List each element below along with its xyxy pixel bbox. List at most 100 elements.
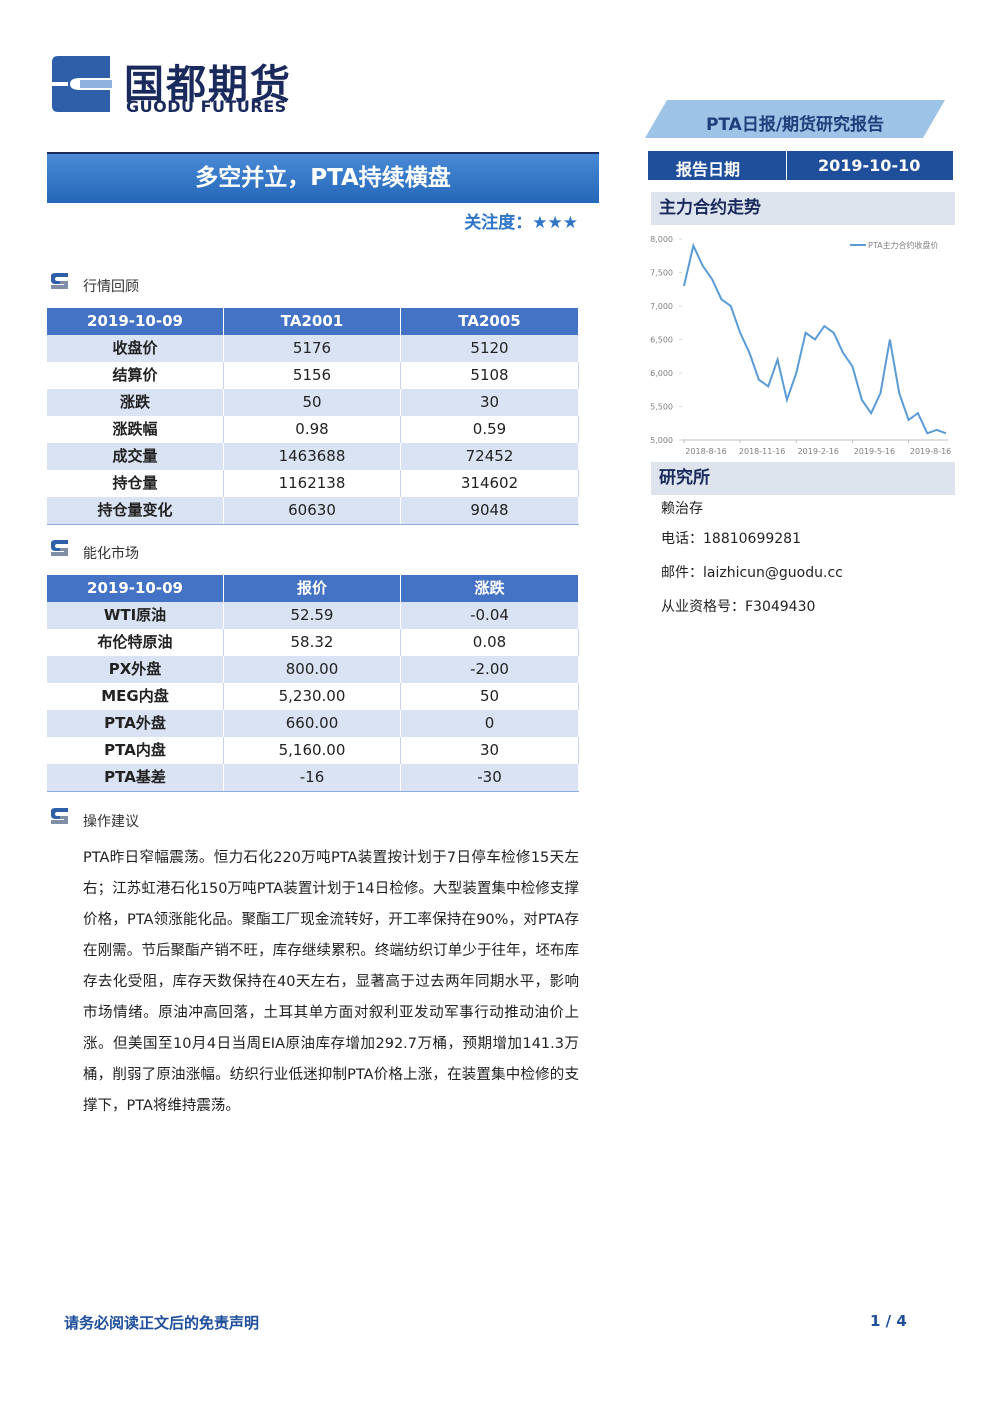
table-cell: 5120: [401, 335, 579, 362]
y-tick-label: 5,500: [650, 403, 673, 412]
table-cell: 0: [401, 710, 579, 737]
date-bar: 报告日期 2019-10-10: [648, 151, 953, 180]
table-row: WTI原油 52.59 -0.04: [47, 602, 579, 629]
table-row: MEG内盘 5,230.00 50: [47, 683, 579, 710]
table-cell: 5,230.00: [224, 683, 401, 710]
contact-line: 从业资格号：F3049430: [661, 599, 816, 615]
attention: 关注度：★★★: [464, 213, 578, 233]
table-cell: 72452: [401, 443, 579, 470]
table-row: 涨跌幅 0.98 0.59: [47, 416, 579, 443]
table-row: 持仓量 1162138 314602: [47, 470, 579, 497]
table-cell: 持仓量变化: [47, 497, 224, 524]
header-cell: TA2001: [224, 308, 401, 335]
table-cell: PTA内盘: [47, 737, 224, 764]
table-row: PTA基差 -16 -30: [47, 764, 579, 791]
section-icon: [48, 807, 70, 825]
table-cell: PX外盘: [47, 656, 224, 683]
table-cell: 30: [401, 389, 579, 416]
table-cell: PTA外盘: [47, 710, 224, 737]
table-row: 涨跌 50 30: [47, 389, 579, 416]
table-cell: WTI原油: [47, 602, 224, 629]
table-row: 结算价 5156 5108: [47, 362, 579, 389]
table-cell: 1463688: [224, 443, 401, 470]
y-tick-label: 7,000: [650, 302, 673, 311]
table-cell: 9048: [401, 497, 579, 524]
data-table: 2019-10-09 TA2001 TA2005 收盘价 5176 5120 结算价 5156…: [47, 308, 579, 525]
date-value: 2019-10-10: [818, 156, 921, 175]
table-cell: 60630: [224, 497, 401, 524]
price-chart: 5,000 5,500 6,000 6,500 7,000 7,500 8,000 2018-…: [650, 235, 951, 456]
y-tick-label: 6,000: [650, 369, 673, 378]
table-cell: 持仓量: [47, 470, 224, 497]
table-cell: 800.00: [224, 656, 401, 683]
header-cell: 2019-10-09: [47, 308, 224, 335]
logo-text: 国都期货: [124, 62, 292, 108]
sidebar-heading: 研究所: [651, 462, 955, 495]
table-cell: 结算价: [47, 362, 224, 389]
table-header: 2019-10-09 报价 涨跌: [47, 575, 579, 602]
table-row: PTA外盘 660.00 0: [47, 710, 579, 737]
contact-line: 赖治存: [661, 501, 703, 517]
table-cell: 52.59: [224, 602, 401, 629]
table-cell: -2.00: [401, 656, 579, 683]
contact-line: 邮件：laizhicun@guodu.cc: [661, 565, 843, 581]
x-tick-label: 2019-2-16: [798, 447, 839, 456]
table-cell: -30: [401, 764, 579, 791]
table-cell: 5,160.00: [224, 737, 401, 764]
price-line: [683, 242, 947, 435]
data-table: 2019-10-09 报价 涨跌 WTI原油 52.59 -0.04 布伦特原油 58.32 0…: [47, 575, 579, 792]
x-tick-label: 2018-11-16: [739, 447, 786, 456]
section-title: 能化市场: [83, 546, 139, 562]
header-cell: 2019-10-09: [47, 575, 224, 602]
table-row: PX外盘 800.00 -2.00: [47, 656, 579, 683]
x-tick-label: 2019-5-16: [854, 447, 895, 456]
header-cell: 涨跌: [401, 575, 579, 602]
section-icon: [48, 539, 70, 557]
section-icon: [48, 272, 70, 290]
table-cell: 660.00: [224, 710, 401, 737]
date-label: 报告日期: [676, 160, 741, 179]
sidebar-heading: 主力合约走势: [651, 192, 955, 225]
table-cell: 1162138: [224, 470, 401, 497]
table-cell: 成交量: [47, 443, 224, 470]
table-cell: 0.08: [401, 629, 579, 656]
table-cell: 0.59: [401, 416, 579, 443]
table-cell: 30: [401, 737, 579, 764]
divider: [786, 151, 787, 180]
table-cell: -0.04: [401, 602, 579, 629]
contact-line: 电话：18810699281: [661, 531, 801, 547]
report-title: 多空并立，PTA持续横盘: [47, 152, 599, 203]
logo-subtext: GUODU FUTURES: [126, 97, 287, 116]
header-cell: 报价: [224, 575, 401, 602]
table-cell: MEG内盘: [47, 683, 224, 710]
table-cell: 布伦特原油: [47, 629, 224, 656]
table-cell: 5156: [224, 362, 401, 389]
disclaimer: 请务必阅读正文后的免责声明: [64, 1314, 260, 1332]
table-cell: PTA基差: [47, 764, 224, 791]
table-cell: 58.32: [224, 629, 401, 656]
table-header: 2019-10-09 TA2001 TA2005: [47, 308, 579, 335]
table-cell: 收盘价: [47, 335, 224, 362]
x-tick-label: 2018-8-16: [685, 447, 726, 456]
y-tick-label: 8,000: [650, 235, 673, 244]
page-number: 1 / 4: [870, 1312, 907, 1330]
table-cell: 0.98: [224, 416, 401, 443]
y-tick-label: 5,000: [650, 436, 673, 445]
x-tick-label: 2019-8-16: [910, 447, 951, 456]
table-row: PTA内盘 5,160.00 30: [47, 737, 579, 764]
paragraph: PTA昨日窄幅震荡。恒力石化220万吨PTA装置按计划于7日停车检修15天左右；…: [83, 850, 579, 1114]
section-title: 行情回顾: [83, 279, 139, 295]
y-tick-label: 6,500: [650, 336, 673, 345]
table-row: 成交量 1463688 72452: [47, 443, 579, 470]
section-title: 操作建议: [83, 814, 139, 830]
table-cell: -16: [224, 764, 401, 791]
logo-mark: [52, 56, 112, 112]
table-cell: 涨跌: [47, 389, 224, 416]
y-tick-label: 7,500: [650, 269, 673, 278]
table-cell: 314602: [401, 470, 579, 497]
report-type-text: PTA日报/期货研究报告: [705, 115, 885, 135]
table-row: 收盘价 5176 5120: [47, 335, 579, 362]
report-type: PTA日报/期货研究报告: [645, 100, 945, 138]
legend-label: PTA主力合约收盘价: [868, 240, 939, 250]
